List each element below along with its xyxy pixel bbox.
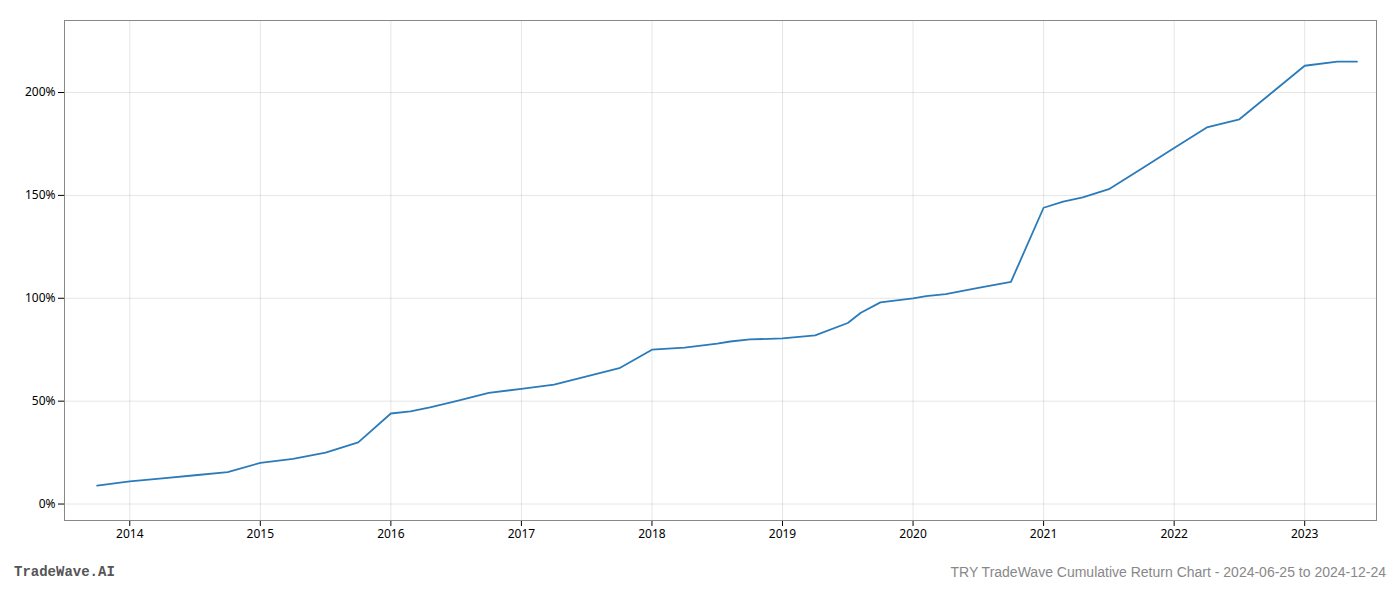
svg-text:0%: 0%: [39, 495, 56, 512]
svg-text:200%: 200%: [25, 83, 56, 100]
svg-text:50%: 50%: [32, 392, 56, 409]
svg-text:2019: 2019: [769, 525, 797, 542]
svg-text:2020: 2020: [899, 525, 927, 542]
svg-text:2018: 2018: [638, 525, 666, 542]
svg-text:150%: 150%: [25, 186, 56, 203]
svg-text:2014: 2014: [116, 525, 144, 542]
svg-text:2023: 2023: [1291, 525, 1319, 542]
svg-text:100%: 100%: [25, 289, 56, 306]
svg-text:2015: 2015: [247, 525, 275, 542]
svg-text:2016: 2016: [377, 525, 405, 542]
html-text:TradeWave.AI: TradeWave.AI: [14, 564, 115, 580]
html-text:TRY TradeWave Cumulative Retur: TRY TradeWave Cumulative Return Chart - …: [950, 564, 1386, 580]
svg-text:2017: 2017: [508, 525, 536, 542]
svg-text:2022: 2022: [1160, 525, 1188, 542]
svg-text:2021: 2021: [1030, 525, 1057, 542]
